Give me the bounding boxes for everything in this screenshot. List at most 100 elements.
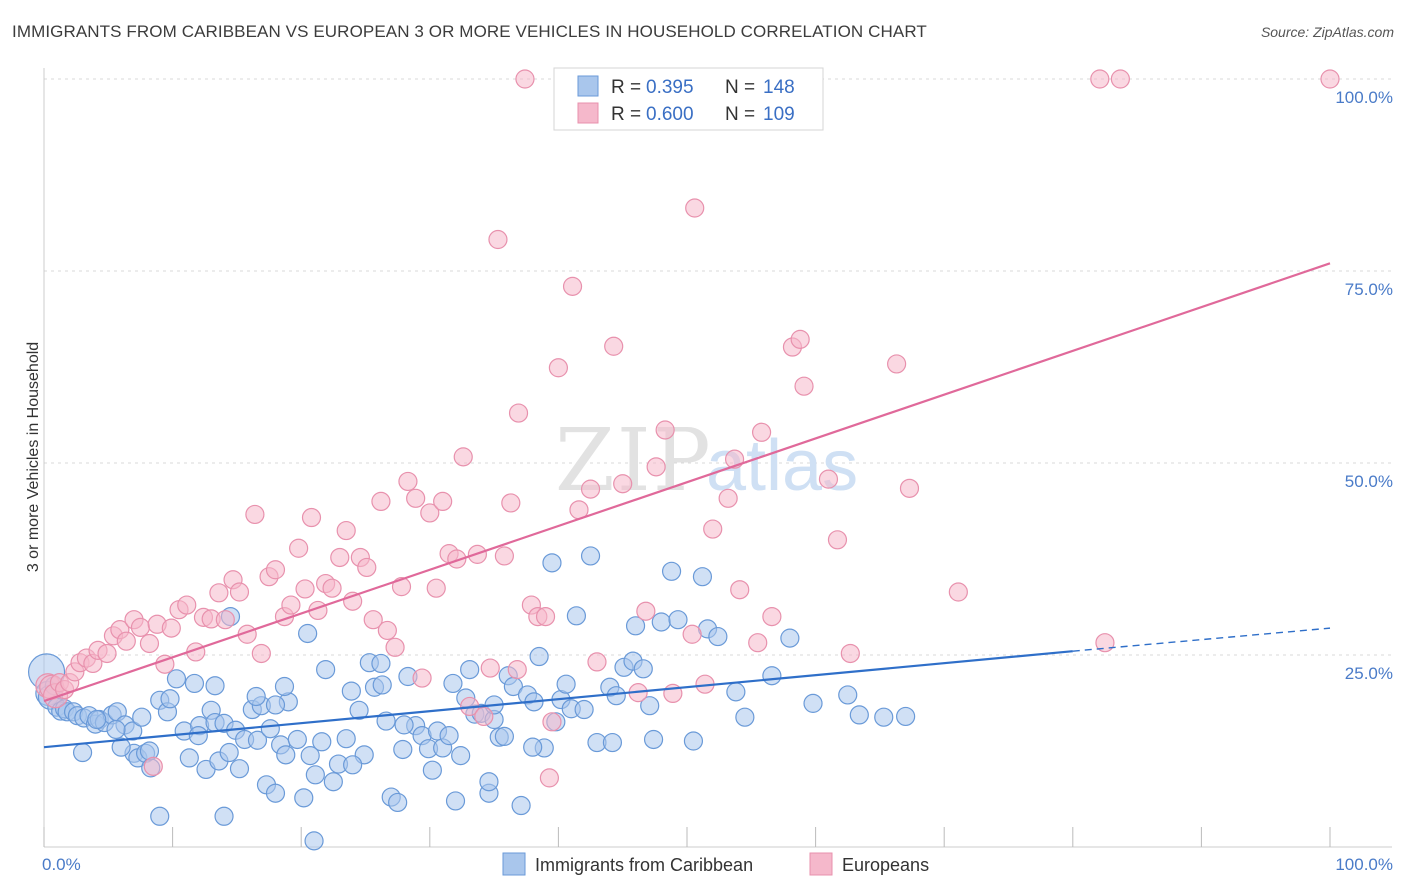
legend-r-value-pink: 0.600 bbox=[646, 104, 694, 125]
data-point bbox=[420, 503, 440, 523]
data-point bbox=[388, 792, 408, 813]
data-point bbox=[708, 626, 728, 647]
data-point bbox=[703, 519, 723, 539]
data-point bbox=[730, 580, 750, 600]
data-point bbox=[1090, 69, 1110, 89]
data-point bbox=[780, 628, 800, 648]
data-point bbox=[790, 329, 810, 349]
gridlines bbox=[44, 78, 1392, 656]
data-point bbox=[640, 696, 660, 716]
data-point bbox=[406, 488, 426, 508]
bottom-legend: Immigrants from Caribbean Europeans bbox=[502, 852, 929, 876]
data-point bbox=[398, 471, 418, 492]
data-point bbox=[443, 673, 463, 694]
legend-n-label-pink: N = bbox=[725, 104, 755, 125]
data-point bbox=[803, 693, 823, 713]
data-point bbox=[184, 673, 205, 694]
data-point bbox=[87, 709, 107, 730]
data-point bbox=[289, 538, 309, 558]
data-point bbox=[899, 478, 920, 498]
data-point bbox=[849, 705, 869, 725]
data-point bbox=[139, 633, 160, 654]
data-point bbox=[566, 606, 587, 626]
data-point bbox=[501, 493, 521, 513]
legend-swatch-pink bbox=[577, 102, 599, 124]
data-point bbox=[794, 376, 814, 396]
stats-legend: R = 0.395 N = 148 R = 0.600 N = 109 bbox=[553, 67, 824, 131]
x-tick-labels: 0.0% 100.0% bbox=[42, 855, 1393, 874]
data-point bbox=[874, 707, 894, 727]
data-point bbox=[265, 560, 286, 580]
data-point bbox=[433, 491, 453, 511]
data-point bbox=[251, 643, 271, 664]
data-point bbox=[515, 69, 535, 89]
legend-n-label-blue: N = bbox=[725, 77, 755, 98]
y-tick-label: 75.0% bbox=[1345, 280, 1393, 299]
data-point bbox=[896, 706, 916, 727]
data-point bbox=[372, 675, 392, 695]
data-point bbox=[349, 700, 369, 720]
data-point bbox=[276, 745, 296, 765]
data-point bbox=[562, 276, 583, 296]
data-point bbox=[132, 707, 152, 727]
y-tick-label: 100.0% bbox=[1335, 88, 1393, 107]
data-point bbox=[166, 669, 187, 689]
data-point bbox=[205, 676, 225, 696]
data-point bbox=[160, 689, 180, 709]
data-point bbox=[479, 772, 499, 792]
data-point bbox=[229, 759, 250, 779]
data-point bbox=[542, 712, 562, 732]
data-point bbox=[751, 422, 772, 442]
data-point bbox=[651, 612, 671, 632]
data-point bbox=[336, 729, 356, 749]
data-point bbox=[287, 729, 307, 750]
data-point bbox=[260, 719, 280, 739]
data-point bbox=[295, 579, 315, 599]
legend-r-label-blue: R = bbox=[611, 77, 641, 98]
data-point bbox=[948, 582, 968, 602]
data-point bbox=[580, 479, 601, 499]
data-point bbox=[343, 755, 363, 775]
data-point bbox=[294, 788, 314, 808]
data-point bbox=[474, 706, 494, 727]
data-point bbox=[161, 618, 181, 638]
data-point bbox=[393, 739, 413, 760]
data-point bbox=[323, 772, 343, 792]
bottom-legend-swatch-pink bbox=[809, 852, 833, 876]
data-point bbox=[281, 595, 301, 615]
data-point bbox=[247, 730, 268, 750]
data-point bbox=[265, 695, 286, 715]
data-point bbox=[177, 595, 197, 615]
data-point bbox=[322, 578, 342, 598]
data-point bbox=[116, 631, 136, 651]
data-point bbox=[661, 561, 682, 581]
data-point bbox=[460, 659, 480, 680]
data-point bbox=[363, 610, 383, 630]
data-point bbox=[301, 507, 322, 528]
data-point bbox=[507, 659, 527, 680]
data-point bbox=[305, 765, 325, 785]
data-point bbox=[818, 469, 839, 489]
trend-lines bbox=[43, 262, 1331, 749]
data-point bbox=[155, 654, 175, 674]
x-tick-label: 0.0% bbox=[42, 855, 81, 874]
data-point bbox=[762, 606, 782, 627]
chart-title: IMMIGRANTS FROM CARIBBEAN VS EUROPEAN 3 … bbox=[12, 22, 927, 41]
data-point bbox=[668, 610, 688, 630]
data-point bbox=[602, 732, 623, 753]
data-point bbox=[130, 617, 151, 637]
data-point bbox=[341, 681, 361, 701]
data-point bbox=[646, 457, 666, 477]
data-point bbox=[97, 643, 117, 664]
data-point bbox=[735, 707, 755, 727]
data-point bbox=[762, 666, 782, 686]
data-point bbox=[587, 652, 607, 672]
data-point bbox=[219, 742, 239, 763]
data-point bbox=[439, 726, 459, 746]
data-point bbox=[529, 646, 549, 667]
data-point bbox=[300, 746, 320, 766]
data-point bbox=[548, 358, 569, 378]
data-point bbox=[391, 577, 412, 597]
data-point bbox=[265, 783, 286, 803]
